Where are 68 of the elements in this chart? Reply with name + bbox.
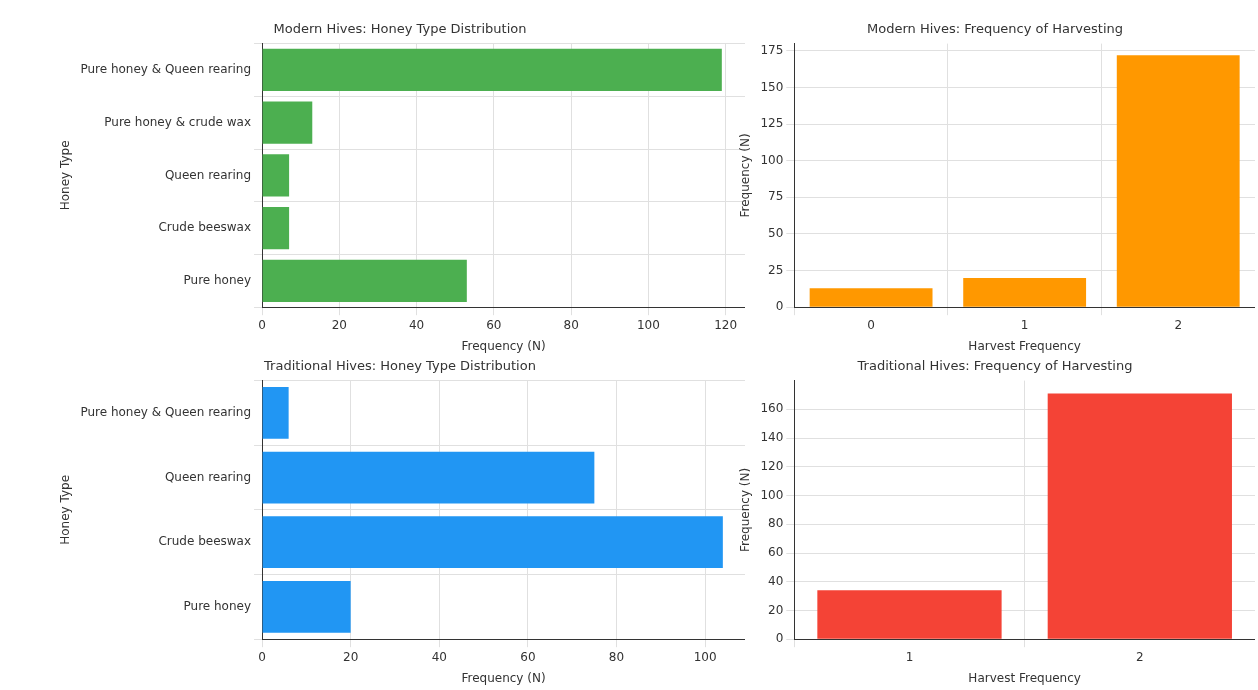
y-tick-label: Pure honey & Queen rearing [80,62,252,77]
y-tick-label: 0 [775,299,784,314]
y-axis-title: Frequency (N) [738,133,753,218]
x-tick-label: 100 [636,317,660,332]
x-tick-label: 20 [343,649,359,664]
y-tick-label: 75 [768,189,784,204]
x-tick-label: 80 [563,317,579,332]
y-axis-title: Frequency (N) [738,467,753,552]
bar [1116,55,1240,307]
x-tick-label: 40 [431,649,447,664]
bar [262,387,289,439]
y-tick-label: Pure honey [183,272,252,287]
bar [262,581,351,633]
x-tick-label: 0 [258,649,266,664]
bar [809,288,933,307]
y-tick-label: Crude beeswax [158,534,252,549]
x-tick-label: 80 [608,649,625,664]
bar [262,259,467,302]
bar [262,451,595,504]
y-tick-label: 140 [760,430,784,445]
chart-title: Modern Hives: Honey Type Distribution [273,21,527,37]
bar [963,277,1087,307]
x-tick-label: 0 [258,317,266,332]
x-tick-label: 2 [1174,317,1183,332]
y-tick-label: 175 [760,43,784,58]
x-tick-label: 1 [905,649,914,664]
x-tick-label: 1 [1020,317,1029,332]
x-tick-label: 20 [331,317,347,332]
y-tick-label: 160 [760,401,784,416]
y-tick-label: 80 [768,516,784,531]
y-tick-label: 50 [768,226,784,241]
bar [262,48,722,92]
y-axis-title: Honey Type [58,474,73,545]
y-tick-label: 60 [768,545,784,560]
y-tick-label: 125 [760,116,784,131]
y-tick-label: Pure honey & Queen rearing [80,405,252,420]
x-tick-label: 40 [408,317,425,332]
y-tick-label: 25 [768,262,784,277]
y-tick-label: 120 [760,458,784,473]
y-tick-label: Pure honey [183,599,252,613]
x-tick-label: 120 [714,317,738,332]
y-tick-label: Crude beeswax [158,220,252,235]
y-tick-label: 0 [775,631,784,646]
bar [262,516,723,569]
x-tick-label: 2 [1136,649,1144,664]
x-tick-label: 0 [867,317,875,332]
x-tick-label: 60 [486,317,502,332]
bar [262,154,290,197]
x-axis-title: Frequency (N) [461,338,546,353]
y-tick-label: 150 [760,79,784,94]
x-axis-title: Harvest Frequency [968,670,1081,685]
x-tick-label: 100 [693,649,717,664]
y-tick-label: Queen rearing [164,469,252,484]
bar [262,207,290,250]
chart-title: Modern Hives: Frequency of Harvesting [867,21,1123,37]
y-tick-label: 20 [768,602,784,617]
y-tick-label: 100 [760,487,784,502]
bar [262,101,313,144]
y-tick-label: 40 [768,573,784,588]
x-axis-title: Harvest Frequency [968,338,1081,353]
y-tick-label: Pure honey & crude wax [104,114,252,129]
y-axis-title: Honey Type [58,140,73,211]
y-tick-label: 100 [760,152,784,167]
x-tick-label: 60 [520,649,536,664]
y-tick-label: Queen rearing [164,167,252,182]
x-axis-title: Frequency (N) [461,670,546,685]
chart-title: Traditional Hives: Honey Type Distribution [263,358,536,374]
chart-title: Traditional Hives: Frequency of Harvesting [856,358,1133,374]
